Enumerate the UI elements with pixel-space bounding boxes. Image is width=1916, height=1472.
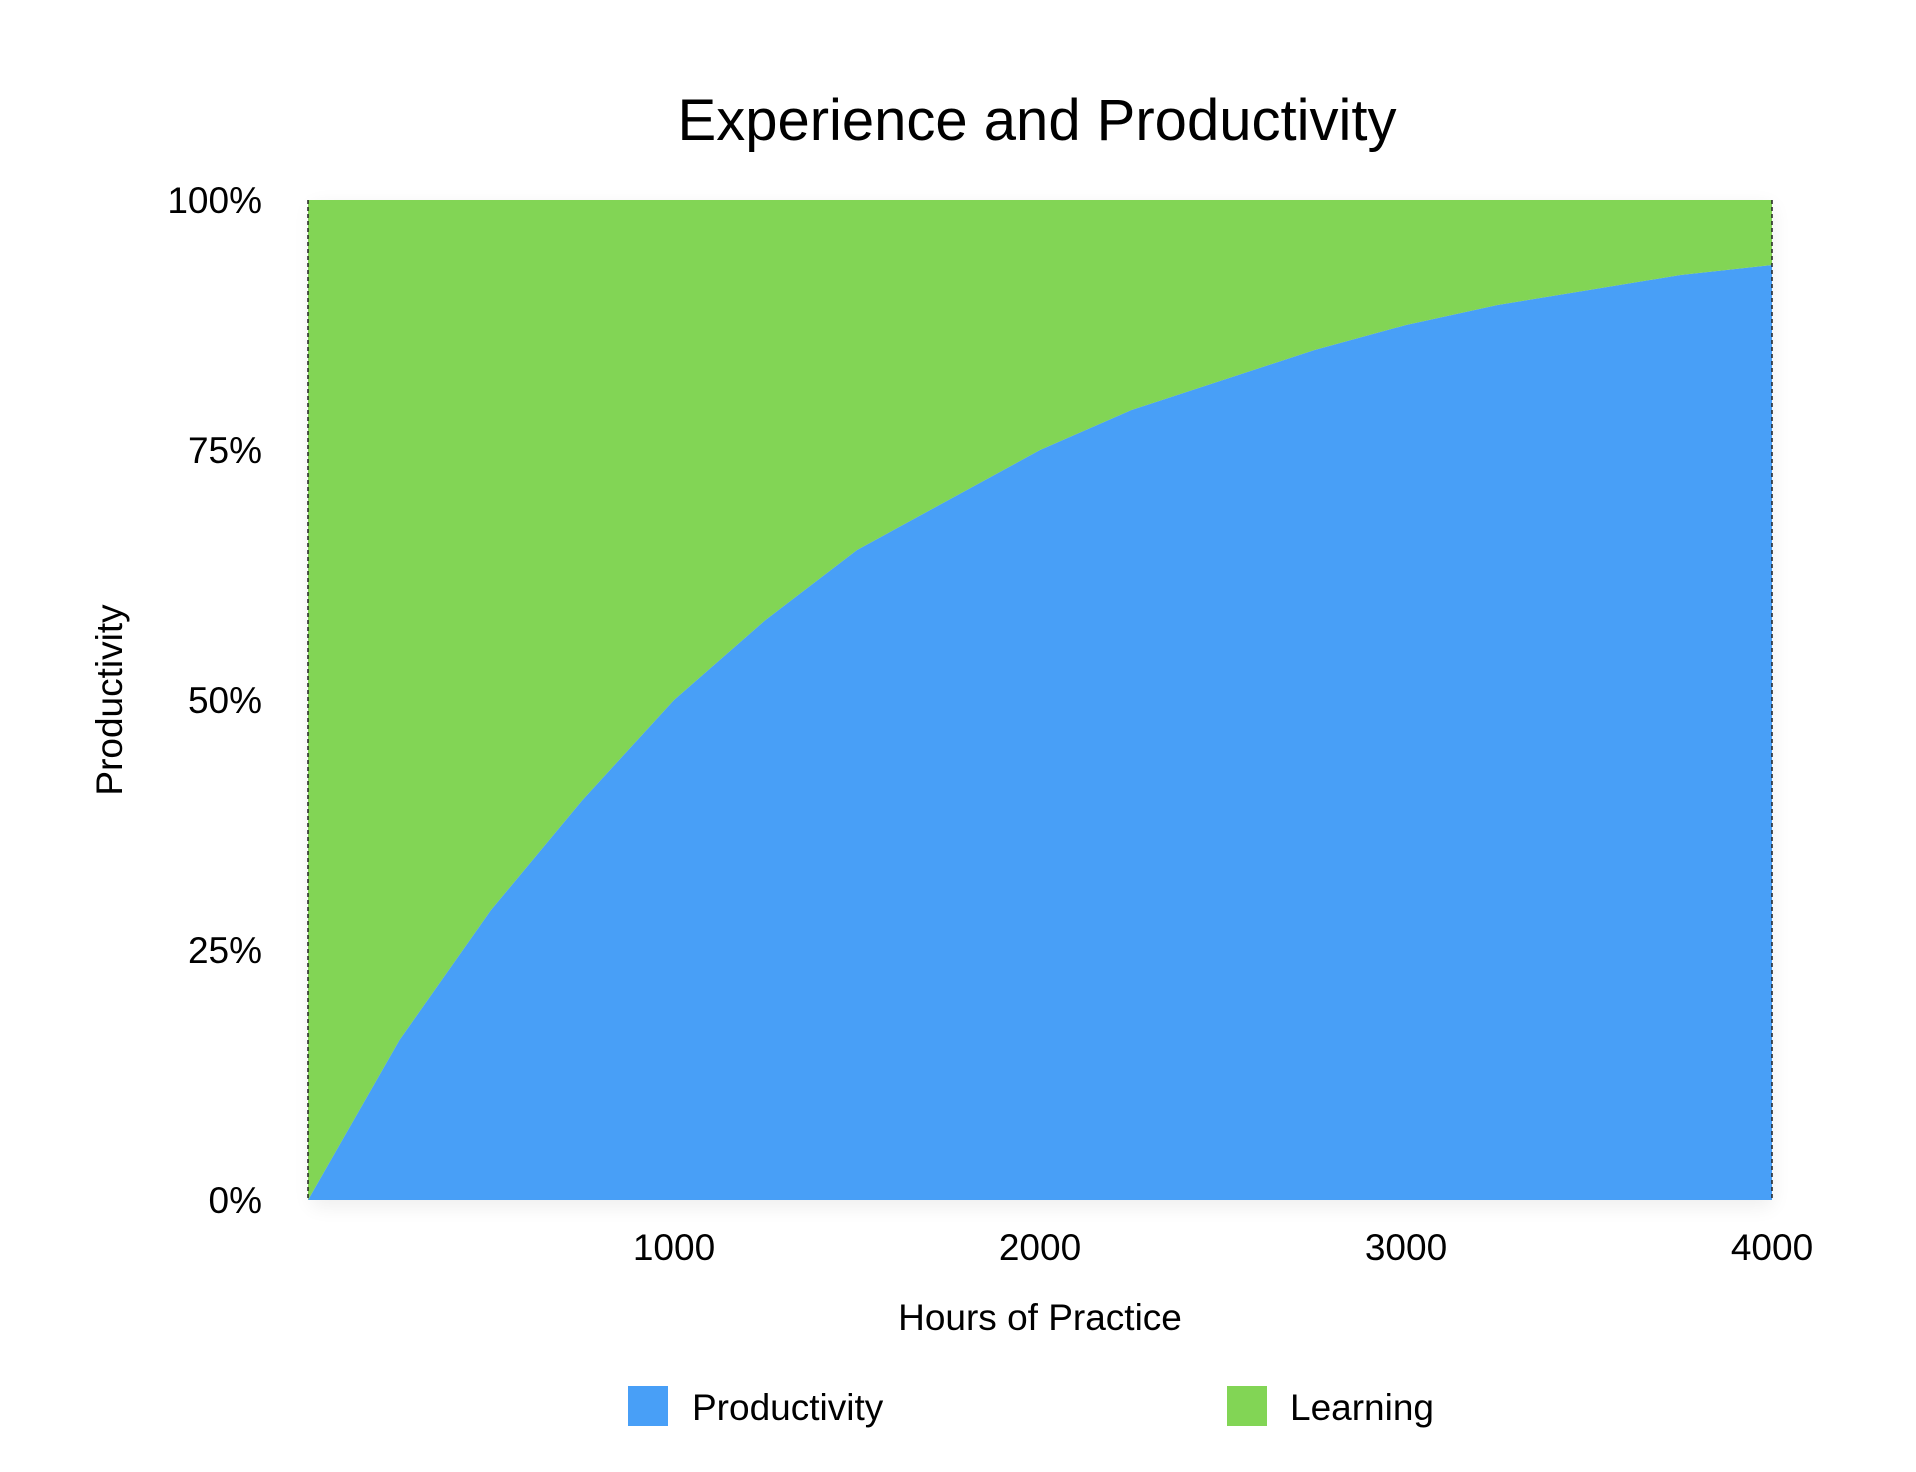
- x-tick-label: 3000: [1365, 1227, 1447, 1268]
- x-axis-ticks: 1000 2000 3000 4000: [633, 1227, 1813, 1268]
- legend-label-learning: Learning: [1290, 1387, 1434, 1428]
- x-tick-label: 4000: [1731, 1227, 1813, 1268]
- y-axis-ticks: 0% 25% 50% 75% 100%: [167, 180, 262, 1221]
- x-tick-label: 1000: [633, 1227, 715, 1268]
- legend-label-productivity: Productivity: [692, 1387, 884, 1428]
- y-tick-label: 75%: [188, 430, 262, 471]
- legend-swatch-learning: [1227, 1386, 1267, 1426]
- y-tick-label: 50%: [188, 680, 262, 721]
- x-axis-label: Hours of Practice: [898, 1297, 1182, 1338]
- chart-title: Experience and Productivity: [678, 88, 1397, 153]
- area-learning: [308, 200, 1772, 1200]
- y-tick-label: 100%: [167, 180, 262, 221]
- area-productivity: [308, 265, 1772, 1200]
- y-axis-label: Productivity: [89, 604, 130, 796]
- x-tick-label: 2000: [999, 1227, 1081, 1268]
- y-tick-label: 25%: [188, 930, 262, 971]
- area-layer: [308, 200, 1772, 1200]
- y-tick-label: 0%: [209, 1180, 262, 1221]
- legend-item-learning[interactable]: Learning: [1227, 1386, 1434, 1428]
- legend-swatch-productivity: [628, 1386, 668, 1426]
- legend-item-productivity[interactable]: Productivity: [628, 1386, 884, 1428]
- legend: Productivity Learning: [628, 1386, 1434, 1428]
